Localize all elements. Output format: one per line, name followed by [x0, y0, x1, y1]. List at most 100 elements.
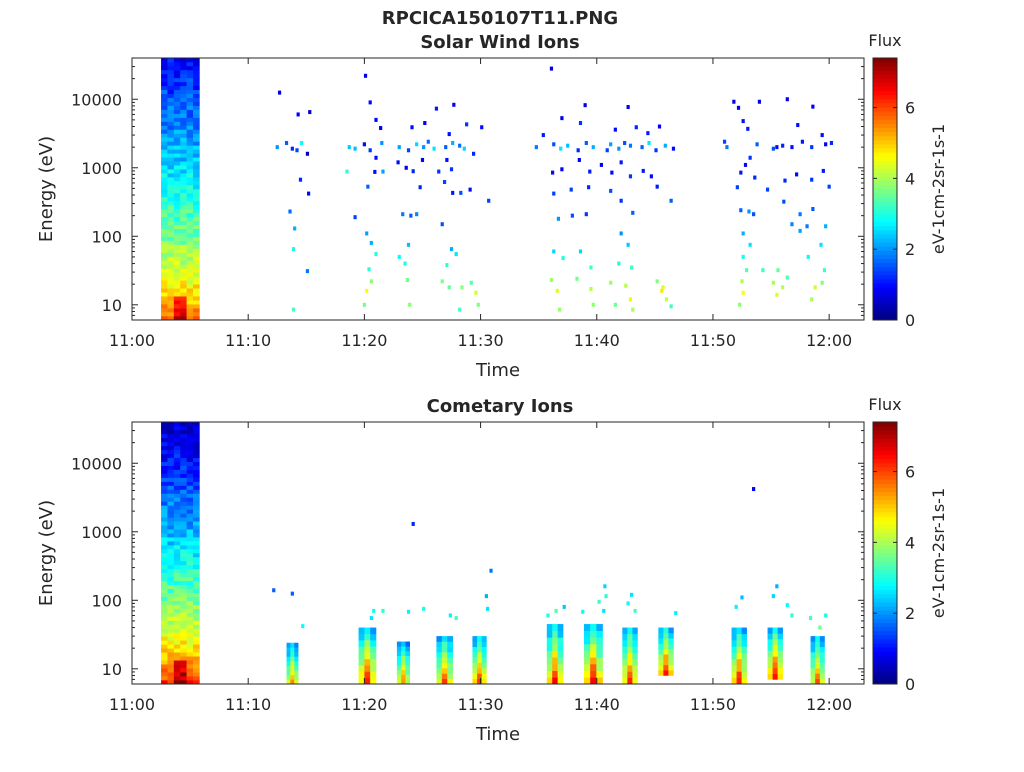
cometary-column-cell	[180, 433, 187, 439]
solar-wind-flux-point	[298, 177, 303, 182]
cometary-flux-point	[562, 604, 566, 609]
solar-wind-flux-point	[609, 280, 613, 285]
cometary-burst-cell	[477, 652, 483, 658]
solar-wind-column-cell	[167, 85, 175, 91]
solar-wind-column-cell	[173, 137, 181, 142]
cometary-column-cell	[167, 505, 175, 510]
solar-wind-flux-point	[549, 278, 554, 283]
cometary-burst-cell	[736, 652, 742, 660]
solar-wind-flux-point	[806, 254, 810, 259]
solar-wind-column-cell	[173, 260, 181, 265]
solar-wind-column-cell	[186, 276, 194, 281]
cometary-column-cell	[180, 648, 187, 653]
cometary-column-cell	[186, 433, 194, 439]
figure-title: RPCICA150107T11.PNG	[382, 8, 618, 29]
cometary-column-cell	[193, 429, 200, 435]
solar-wind-flux-point	[404, 165, 408, 170]
solar-wind-column-cell	[180, 181, 187, 186]
solar-wind-column-cell	[193, 224, 200, 229]
cometary-burst-cell	[290, 642, 295, 648]
cometary-flux-point	[454, 616, 458, 621]
solar-wind-flux-point	[345, 169, 349, 174]
solar-wind-column-cell	[186, 101, 194, 106]
cometary-burst-cell	[290, 679, 295, 684]
solar-wind-flux-point	[785, 97, 789, 102]
cometary-column-cell	[167, 445, 175, 451]
solar-wind-column-cell	[186, 149, 194, 154]
solar-wind-column-cell	[186, 81, 194, 87]
solar-wind-colorbar-swatch	[873, 107, 897, 112]
solar-wind-column-cell	[161, 200, 168, 206]
cometary-colorbar-swatch	[873, 450, 897, 456]
cometary-column-cell	[161, 541, 168, 546]
cometary-burst-cell	[477, 657, 483, 664]
cometary-column-cell	[186, 441, 194, 447]
cometary-column-cell	[173, 433, 181, 439]
cometary-column-cell	[161, 497, 168, 502]
cometary-burst-cell	[472, 652, 478, 658]
solar-wind-column-cell	[173, 185, 181, 190]
cometary-column-cell	[180, 640, 187, 645]
cometary-burst-cell	[632, 665, 638, 672]
cometary-colorbar-swatch	[873, 565, 897, 570]
solar-wind-column-cell	[186, 181, 194, 186]
solar-wind-column-cell	[193, 208, 200, 214]
cometary-burst-cell	[583, 637, 591, 645]
cometary-burst-cell	[290, 656, 295, 662]
cometary-flux-point	[633, 608, 637, 613]
cometary-burst-cell	[819, 668, 825, 674]
cometary-burst-cell	[668, 627, 674, 634]
solar-wind-column-cell	[193, 145, 200, 150]
cometary-burst-cell	[815, 662, 821, 669]
solar-wind-column-cell	[167, 200, 175, 206]
cometary-column-cell	[173, 608, 181, 613]
solar-wind-flux-point	[366, 184, 370, 189]
solar-wind-column-cell	[167, 169, 175, 174]
solar-wind-flux-point	[291, 247, 296, 252]
solar-wind-flux-point	[452, 102, 456, 107]
cometary-column-cell	[161, 672, 168, 677]
solar-wind-flux-point	[584, 140, 588, 145]
cometary-colorbar-swatch	[873, 528, 897, 533]
cometary-burst-cell	[447, 662, 453, 669]
cometary-column-cell	[186, 588, 194, 593]
cometary-colorbar-swatch	[873, 663, 897, 669]
solar-wind-flux-point	[420, 157, 425, 162]
cometary-column-cell	[161, 465, 168, 470]
solar-wind-column-cell	[161, 248, 168, 253]
cometary-burst-cell	[370, 640, 377, 647]
cometary-column-cell	[167, 576, 175, 582]
cometary-column-cell	[186, 652, 194, 657]
cometary-column-cell	[173, 541, 181, 546]
cometary-burst-cell	[668, 654, 674, 660]
solar-wind-column-cell	[161, 232, 168, 237]
solar-wind-flux-point	[775, 145, 779, 150]
solar-wind-column-cell	[167, 216, 175, 222]
solar-wind-column-cell	[193, 85, 200, 91]
solar-wind-flux-point	[381, 169, 385, 174]
cometary-column-cell	[167, 481, 175, 486]
solar-wind-column-cell	[180, 204, 187, 210]
solar-wind-column-cell	[186, 109, 194, 114]
cometary-column-cell	[180, 632, 187, 637]
cometary-column-cell	[186, 628, 194, 633]
cometary-burst-cell	[741, 652, 747, 660]
cometary-column-cell	[186, 644, 194, 649]
cometary-burst-cell	[632, 658, 638, 666]
cometary-burst-cell	[772, 644, 778, 651]
cometary-flux-point	[485, 606, 490, 611]
solar-wind-colorbar-swatch	[873, 160, 897, 165]
solar-wind-flux-point	[560, 167, 564, 172]
cometary-column-cell	[161, 445, 168, 451]
solar-wind-column-cell	[173, 268, 181, 273]
solar-wind-column-cell	[193, 216, 200, 222]
cometary-column-cell	[167, 588, 175, 593]
solar-wind-flux-point	[785, 275, 789, 280]
solar-wind-flux-point	[735, 185, 739, 190]
cometary-burst-cell	[819, 662, 825, 669]
cometary-column-cell	[193, 469, 200, 474]
cometary-column-cell	[167, 549, 175, 554]
solar-wind-flux-point	[631, 307, 635, 312]
cometary-colorbar-swatch	[873, 483, 897, 488]
solar-wind-column-cell	[180, 149, 187, 154]
